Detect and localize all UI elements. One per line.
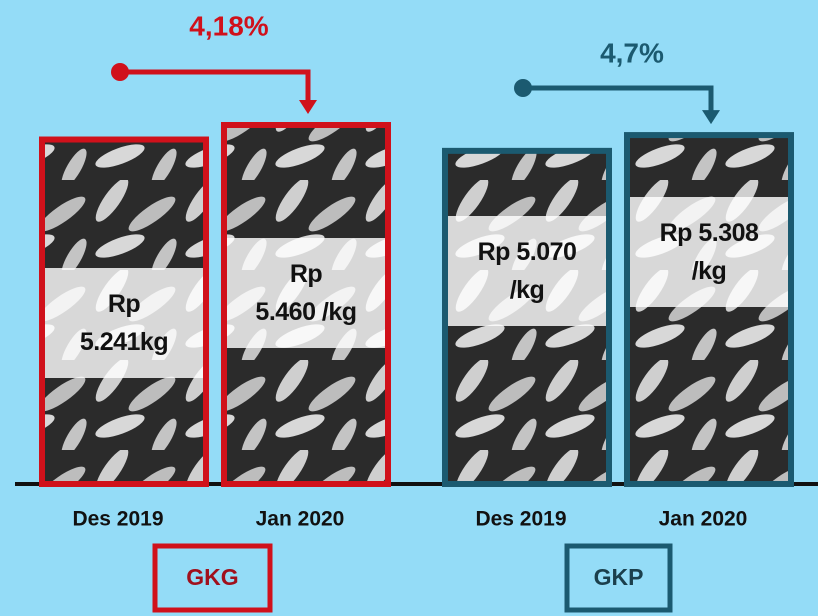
x-tick-label: Des 2019 bbox=[72, 508, 163, 531]
group-label: GKG bbox=[186, 564, 238, 590]
arrow-dot bbox=[514, 79, 532, 97]
group-box bbox=[564, 543, 673, 613]
value-label-box: Rp 5.070 /kg bbox=[448, 216, 606, 326]
value-label-box: Rp 5.460 /kg bbox=[227, 238, 385, 348]
value-label: Rp 5.241kg bbox=[45, 268, 203, 378]
arrow-head bbox=[299, 100, 317, 114]
group-box bbox=[152, 543, 273, 613]
value-label: Rp 5.070 /kg bbox=[448, 216, 606, 326]
change-annotation: 4,18% bbox=[189, 10, 268, 41]
arrow-head bbox=[702, 110, 720, 125]
value-label-box: Rp 5.308 /kg bbox=[630, 197, 788, 307]
x-tick-label: Jan 2020 bbox=[659, 508, 748, 531]
arrow-dot bbox=[111, 63, 129, 81]
change-arrow bbox=[523, 85, 714, 113]
value-label: Rp 5.460 /kg bbox=[227, 238, 385, 348]
bar bbox=[624, 132, 794, 487]
group-label: GKP bbox=[594, 564, 644, 590]
change-annotation: 4,7% bbox=[600, 37, 664, 68]
x-tick-label: Des 2019 bbox=[475, 508, 566, 531]
change-arrow bbox=[120, 69, 311, 102]
value-label: Rp 5.308 /kg bbox=[630, 197, 788, 307]
value-label-box: Rp 5.241kg bbox=[45, 268, 203, 378]
x-tick-label: Jan 2020 bbox=[256, 508, 345, 531]
